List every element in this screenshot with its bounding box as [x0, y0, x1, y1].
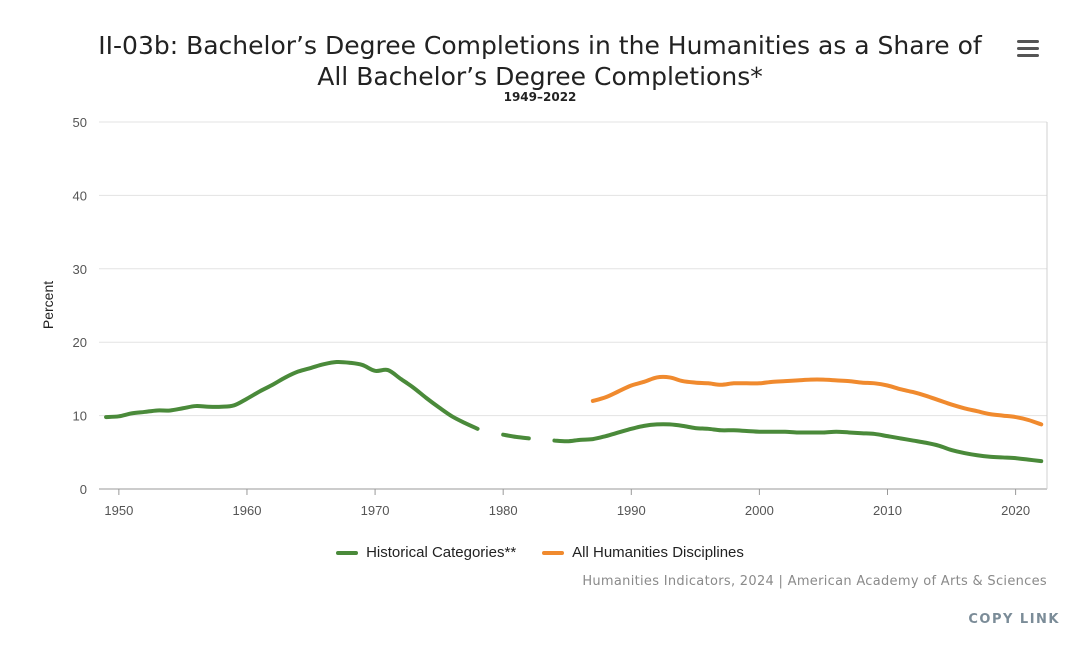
y-tick-label: 40: [73, 188, 87, 203]
legend-item-historical-categories[interactable]: Historical Categories**: [336, 544, 516, 561]
x-axis-tick-marks: [118, 489, 1017, 495]
y-tick-label: 10: [73, 409, 87, 424]
legend-label-all-humanities: All Humanities Disciplines: [572, 544, 744, 561]
legend-swatch-green: [336, 550, 359, 555]
series-line-all-humanities-seg-0[interactable]: [590, 374, 1044, 427]
hamburger-menu-icon[interactable]: [1012, 34, 1044, 62]
x-tick-label: 1950: [104, 503, 133, 518]
menu-bar: [1017, 47, 1039, 50]
copy-link-button[interactable]: COPY LINK: [968, 612, 1060, 627]
x-tick-label: 2020: [1001, 503, 1030, 518]
series-line-historical-categories-seg-1[interactable]: [501, 432, 531, 441]
menu-bar: [1017, 40, 1039, 43]
y-axis-title: Percent: [40, 281, 56, 329]
series-line-historical-categories-seg-0[interactable]: [104, 359, 480, 431]
chart-title-line-2: All Bachelor’s Degree Completions*: [317, 62, 763, 91]
x-tick-label: 2010: [873, 503, 902, 518]
y-tick-label: 30: [73, 262, 87, 277]
series-lines: [104, 359, 1044, 464]
menu-bar: [1017, 54, 1039, 57]
chart-subtitle: 1949–2022: [503, 90, 577, 104]
grid-lines: [99, 121, 1048, 490]
legend-item-all-humanities[interactable]: All Humanities Disciplines: [542, 544, 744, 561]
y-tick-label: 50: [73, 115, 87, 130]
y-axis-tick-labels: 0 10 20 30 40 50: [73, 115, 87, 497]
y-tick-label: 0: [80, 482, 87, 497]
x-tick-label: 1990: [617, 503, 646, 518]
x-tick-label: 1960: [233, 503, 262, 518]
legend: Historical Categories** All Humanities D…: [0, 544, 1080, 561]
legend-label-historical-categories: Historical Categories**: [366, 544, 517, 561]
chart-title: II-03b: Bachelor’s Degree Completions in…: [0, 30, 1080, 92]
x-tick-label: 2000: [745, 503, 774, 518]
x-tick-label: 1970: [361, 503, 390, 518]
chart-title-line-1: II-03b: Bachelor’s Degree Completions in…: [98, 31, 982, 60]
credits-text[interactable]: Humanities Indicators, 2024 | American A…: [582, 574, 1047, 589]
chart-plot-area: 0 10 20 30 40 50 1950 1960 1970 1980 1990 2000 2010…: [40, 115, 1048, 518]
x-axis-tick-labels: 1950 1960 1970 1980 1990 2000 2010 2020: [104, 503, 1030, 518]
legend-swatch-orange: [542, 550, 565, 555]
series-line-historical-categories-seg-2[interactable]: [552, 422, 1044, 464]
y-tick-label: 20: [73, 335, 87, 350]
x-tick-label: 1980: [489, 503, 518, 518]
